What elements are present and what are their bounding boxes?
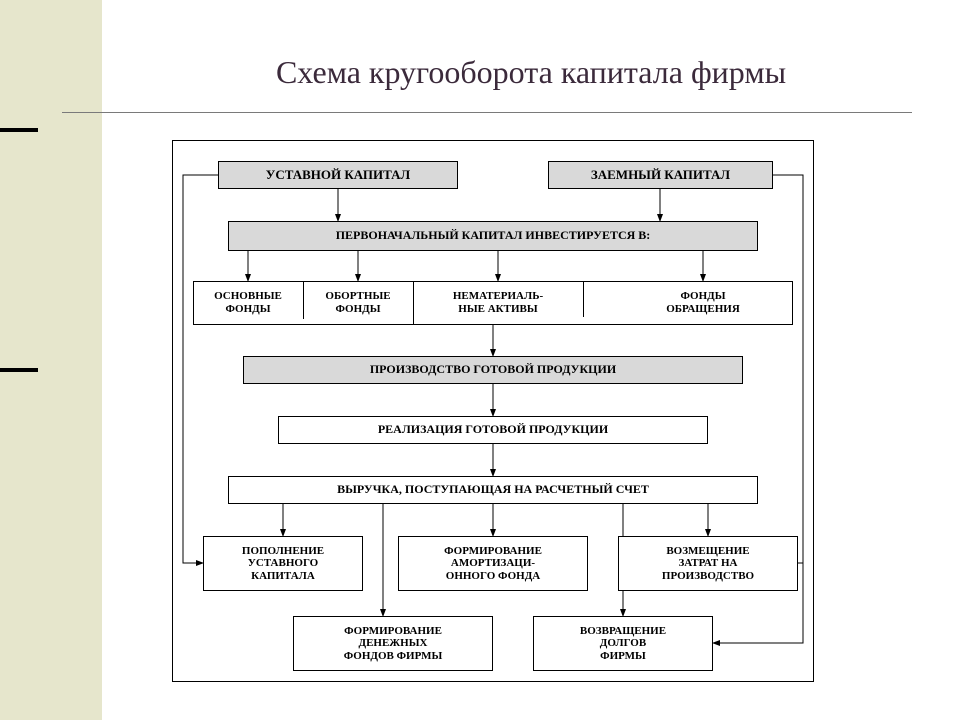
node-n_prod: ПРОИЗВОДСТВО ГОТОВОЙ ПРОДУКЦИИ <box>243 356 743 384</box>
node-n_amort: ФОРМИРОВАНИЕАМОРТИЗАЦИ-ОННОГО ФОНДА <box>398 536 588 591</box>
node-n_obor: ОБОРТНЫЕФОНДЫ <box>303 281 413 325</box>
node-n_real: РЕАЛИЗАЦИЯ ГОТОВОЙ ПРОДУКЦИИ <box>278 416 708 444</box>
separator <box>303 281 304 319</box>
node-n_vozvr: ВОЗВРАЩЕНИЕДОЛГОВФИРМЫ <box>533 616 713 671</box>
diagram-frame: УСТАВНОЙ КАПИТАЛ ЗАЕМНЫЙ КАПИТАЛ ПЕРВОНАЧА… <box>172 140 814 682</box>
slide-sidebar <box>0 0 102 720</box>
node-n_fobr: ФОНДЫОБРАЩЕНИЯ <box>613 281 793 325</box>
node-n_pop: ПОПОЛНЕНИЕУСТАВНОГОКАПИТАЛА <box>203 536 363 591</box>
node-n_form: ФОРМИРОВАНИЕДЕНЕЖНЫХФОНДОВ ФИРМЫ <box>293 616 493 671</box>
node-n_osn: ОСНОВНЫЕФОНДЫ <box>193 281 303 325</box>
node-n_nema: НЕМАТЕРИАЛЬ-НЫЕ АКТИВЫ <box>413 281 583 325</box>
node-n_perv: ПЕРВОНАЧАЛЬНЫЙ КАПИТАЛ ИНВЕСТИРУЕТСЯ В: <box>228 221 758 251</box>
separator <box>583 281 584 317</box>
slide-mark <box>0 368 38 372</box>
separator <box>413 281 414 325</box>
page-title: Схема кругооборота капитала фирмы <box>102 54 960 91</box>
node-n_vozm: ВОЗМЕЩЕНИЕЗАТРАТ НАПРОИЗВОДСТВО <box>618 536 798 591</box>
node-n_vyr: ВЫРУЧКА, ПОСТУПАЮЩАЯ НА РАСЧЕТНЫЙ СЧЕТ <box>228 476 758 504</box>
node-n_zaem: ЗАЕМНЫЙ КАПИТАЛ <box>548 161 773 189</box>
node-n_ust: УСТАВНОЙ КАПИТАЛ <box>218 161 458 189</box>
slide-mark <box>0 128 38 132</box>
title-underline <box>62 112 912 113</box>
